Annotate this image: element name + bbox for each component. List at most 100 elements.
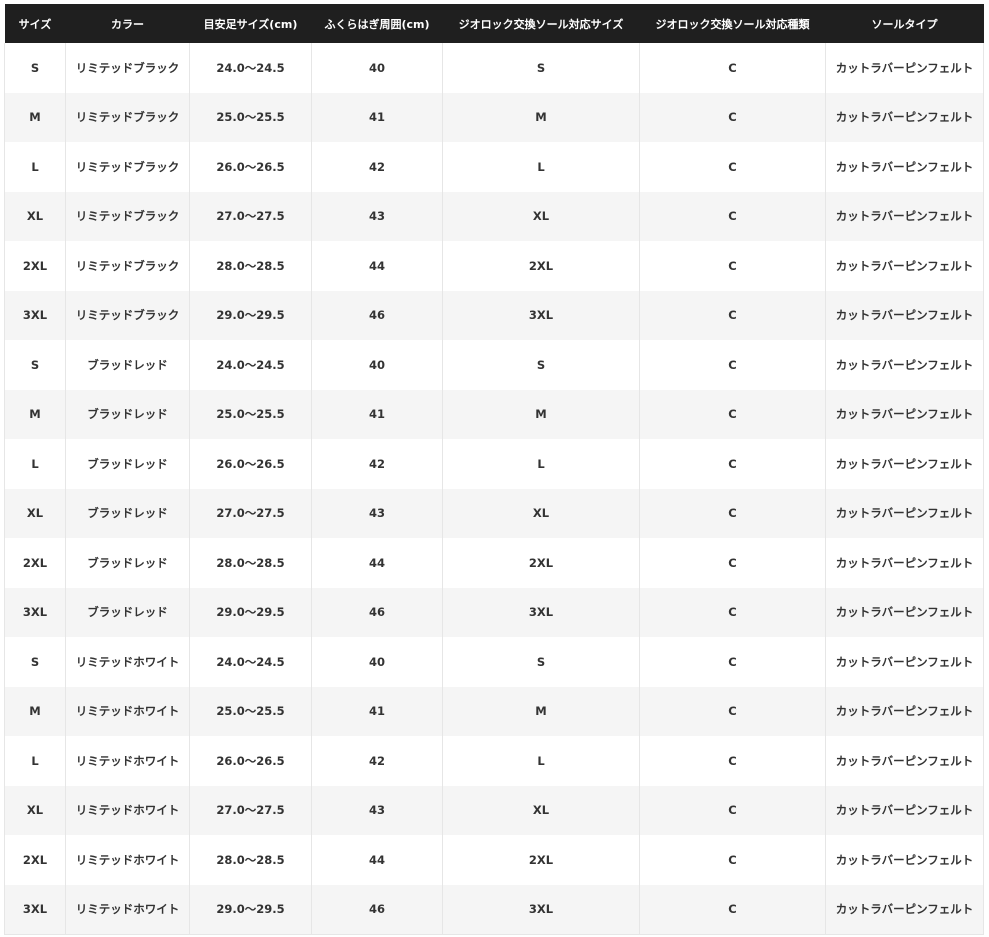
cell-sole-kind: C	[639, 785, 826, 835]
cell-sole-size: L	[442, 736, 640, 786]
cell-calf: 42	[311, 439, 443, 489]
cell-size: M	[4, 92, 66, 142]
table-row: 3XL リミテッドホワイト 29.0〜29.5 46 3XL C カットラバーピンフェルト	[4, 884, 984, 935]
cell-calf: 42	[311, 142, 443, 192]
cell-calf: 46	[311, 290, 443, 340]
cell-calf: 44	[311, 241, 443, 291]
cell-size: 3XL	[4, 290, 66, 340]
cell-size: 2XL	[4, 241, 66, 291]
cell-color: リミテッドホワイト	[65, 884, 190, 935]
header-row: サイズ カラー 目安足サイズ(cm) ふくらはぎ周囲(cm) ジオロック交換ソー…	[4, 4, 984, 43]
cell-size: S	[4, 637, 66, 687]
table-row: M リミテッドブラック 25.0〜25.5 41 M C カットラバーピンフェルト	[4, 92, 984, 142]
cell-sole-kind: C	[639, 538, 826, 588]
cell-sole-type: カットラバーピンフェルト	[825, 290, 984, 340]
cell-calf: 41	[311, 92, 443, 142]
cell-foot-size: 28.0〜28.5	[189, 241, 312, 291]
table-row: L リミテッドブラック 26.0〜26.5 42 L C カットラバーピンフェルト	[4, 142, 984, 192]
cell-foot-size: 28.0〜28.5	[189, 835, 312, 885]
cell-sole-kind: C	[639, 142, 826, 192]
cell-sole-size: S	[442, 340, 640, 390]
cell-sole-size: M	[442, 686, 640, 736]
cell-sole-size: L	[442, 439, 640, 489]
cell-color: リミテッドブラック	[65, 241, 190, 291]
cell-color: ブラッドレッド	[65, 587, 190, 637]
header-color: カラー	[65, 4, 190, 43]
table-row: L リミテッドホワイト 26.0〜26.5 42 L C カットラバーピンフェルト	[4, 736, 984, 786]
cell-sole-size: 2XL	[442, 835, 640, 885]
table-row: 3XL ブラッドレッド 29.0〜29.5 46 3XL C カットラバーピンフェルト	[4, 587, 984, 637]
cell-sole-size: M	[442, 389, 640, 439]
table-row: 3XL リミテッドブラック 29.0〜29.5 46 3XL C カットラバーピンフェルト	[4, 290, 984, 340]
header-sole-kind: ジオロック交換ソール対応種類	[639, 4, 826, 43]
cell-calf: 40	[311, 43, 443, 93]
cell-size: 3XL	[4, 884, 66, 935]
cell-sole-size: XL	[442, 488, 640, 538]
cell-size: M	[4, 686, 66, 736]
cell-foot-size: 25.0〜25.5	[189, 92, 312, 142]
cell-sole-type: カットラバーピンフェルト	[825, 835, 984, 885]
cell-color: リミテッドホワイト	[65, 686, 190, 736]
cell-calf: 43	[311, 785, 443, 835]
cell-calf: 43	[311, 488, 443, 538]
cell-sole-size: M	[442, 92, 640, 142]
cell-calf: 42	[311, 736, 443, 786]
cell-sole-kind: C	[639, 488, 826, 538]
table-row: 2XL ブラッドレッド 28.0〜28.5 44 2XL C カットラバーピンフェルト	[4, 538, 984, 588]
cell-foot-size: 25.0〜25.5	[189, 686, 312, 736]
cell-sole-type: カットラバーピンフェルト	[825, 439, 984, 489]
cell-color: リミテッドブラック	[65, 142, 190, 192]
cell-foot-size: 25.0〜25.5	[189, 389, 312, 439]
cell-size: L	[4, 736, 66, 786]
cell-sole-kind: C	[639, 92, 826, 142]
cell-foot-size: 27.0〜27.5	[189, 191, 312, 241]
table-row: M ブラッドレッド 25.0〜25.5 41 M C カットラバーピンフェルト	[4, 389, 984, 439]
cell-foot-size: 24.0〜24.5	[189, 637, 312, 687]
cell-sole-size: XL	[442, 191, 640, 241]
size-chart-table: サイズ カラー 目安足サイズ(cm) ふくらはぎ周囲(cm) ジオロック交換ソー…	[4, 4, 984, 935]
header-sole-type: ソールタイプ	[825, 4, 984, 43]
cell-color: リミテッドブラック	[65, 290, 190, 340]
cell-sole-type: カットラバーピンフェルト	[825, 142, 984, 192]
table-row: XL リミテッドホワイト 27.0〜27.5 43 XL C カットラバーピンフェルト	[4, 785, 984, 835]
table-row: XL リミテッドブラック 27.0〜27.5 43 XL C カットラバーピンフェルト	[4, 191, 984, 241]
cell-calf: 43	[311, 191, 443, 241]
cell-sole-type: カットラバーピンフェルト	[825, 191, 984, 241]
cell-foot-size: 24.0〜24.5	[189, 340, 312, 390]
cell-size: 3XL	[4, 587, 66, 637]
cell-sole-type: カットラバーピンフェルト	[825, 43, 984, 93]
cell-size: L	[4, 142, 66, 192]
cell-sole-kind: C	[639, 241, 826, 291]
cell-sole-kind: C	[639, 290, 826, 340]
cell-sole-kind: C	[639, 686, 826, 736]
cell-sole-kind: C	[639, 43, 826, 93]
table-row: S リミテッドブラック 24.0〜24.5 40 S C カットラバーピンフェルト	[4, 43, 984, 93]
cell-size: XL	[4, 488, 66, 538]
cell-calf: 44	[311, 538, 443, 588]
cell-sole-type: カットラバーピンフェルト	[825, 884, 984, 935]
cell-sole-type: カットラバーピンフェルト	[825, 736, 984, 786]
cell-sole-size: S	[442, 43, 640, 93]
cell-calf: 41	[311, 686, 443, 736]
cell-foot-size: 28.0〜28.5	[189, 538, 312, 588]
cell-color: リミテッドホワイト	[65, 637, 190, 687]
cell-sole-type: カットラバーピンフェルト	[825, 92, 984, 142]
cell-size: M	[4, 389, 66, 439]
header-calf: ふくらはぎ周囲(cm)	[311, 4, 443, 43]
cell-sole-size: S	[442, 637, 640, 687]
cell-sole-kind: C	[639, 389, 826, 439]
header-sole-size: ジオロック交換ソール対応サイズ	[442, 4, 640, 43]
table-row: XL ブラッドレッド 27.0〜27.5 43 XL C カットラバーピンフェルト	[4, 488, 984, 538]
cell-color: リミテッドホワイト	[65, 835, 190, 885]
cell-sole-type: カットラバーピンフェルト	[825, 538, 984, 588]
cell-sole-kind: C	[639, 835, 826, 885]
cell-sole-type: カットラバーピンフェルト	[825, 637, 984, 687]
table-body: S リミテッドブラック 24.0〜24.5 40 S C カットラバーピンフェルト M リミテッ…	[4, 43, 984, 935]
cell-sole-kind: C	[639, 736, 826, 786]
cell-size: XL	[4, 785, 66, 835]
cell-color: リミテッドブラック	[65, 191, 190, 241]
cell-size: 2XL	[4, 835, 66, 885]
header-size: サイズ	[4, 4, 66, 43]
cell-sole-type: カットラバーピンフェルト	[825, 686, 984, 736]
cell-sole-type: カットラバーピンフェルト	[825, 340, 984, 390]
